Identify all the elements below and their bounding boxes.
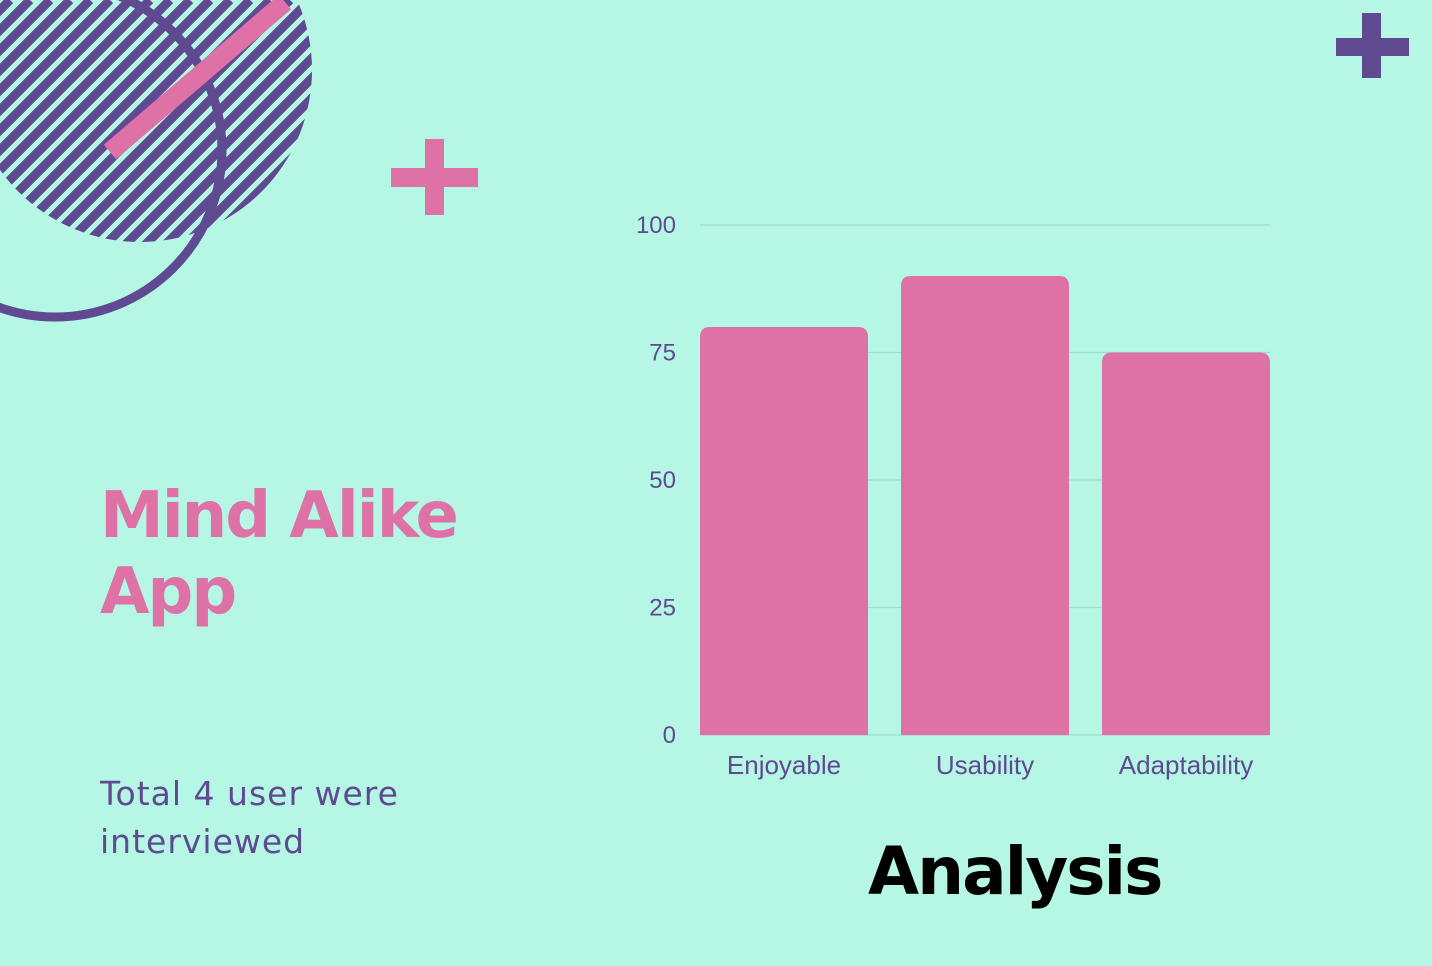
stripe: [0, 0, 312, 242]
x-tick-label: Adaptability: [1119, 750, 1253, 780]
stripe: [380, 0, 520, 330]
app-title-line-2: App: [100, 555, 237, 629]
y-tick-label: 100: [636, 212, 676, 239]
stripe: [96, 0, 312, 242]
stripe: [296, 0, 312, 242]
stripe: [36, 0, 312, 242]
stripe: [0, 0, 194, 242]
x-axis-labels: Enjoyable Usability Adaptability: [727, 750, 1253, 780]
y-tick-label: 75: [649, 340, 676, 367]
bar-enjoyable: [700, 327, 868, 735]
y-axis-ticks: 0 25 50 75 100: [636, 212, 676, 749]
y-tick-label: 0: [663, 722, 676, 749]
chart-bars: [700, 276, 1270, 735]
bar-adaptability: [1102, 352, 1270, 735]
stripe: [0, 0, 174, 242]
purple-plus-icon: [1336, 13, 1409, 78]
x-tick-label: Enjoyable: [727, 750, 841, 780]
pink-plus-icon: [391, 139, 478, 215]
stripe: [0, 0, 154, 242]
stripe: [0, 0, 312, 242]
y-tick-label: 25: [649, 595, 676, 622]
stripe: [16, 0, 312, 242]
interview-summary: Total 4 user were interviewed: [100, 774, 399, 861]
bar-chart: 0 25 50 75 100 Enjoyable Usability Adaptabilit…: [636, 212, 1270, 780]
y-tick-label: 50: [649, 467, 676, 494]
stripe: [0, 0, 234, 242]
x-tick-label: Usability: [936, 750, 1034, 780]
stripe: [76, 0, 312, 242]
pink-slash: [103, 0, 292, 160]
stripe: [0, 0, 94, 242]
app-title-line-1: Mind Alike: [100, 479, 459, 553]
analysis-heading: Analysis: [868, 833, 1163, 910]
stripe: [320, 0, 520, 330]
bar-usability: [901, 276, 1069, 735]
stripe: [276, 0, 312, 242]
stripe: [0, 0, 214, 242]
stripe: [0, 0, 114, 242]
app-title: Mind Alike App: [100, 478, 459, 630]
stripe: [0, 0, 134, 242]
stripe: [0, 0, 74, 242]
decoration-layer: [0, 0, 520, 330]
circle-outline: [0, 0, 227, 322]
stripe: [400, 0, 520, 330]
